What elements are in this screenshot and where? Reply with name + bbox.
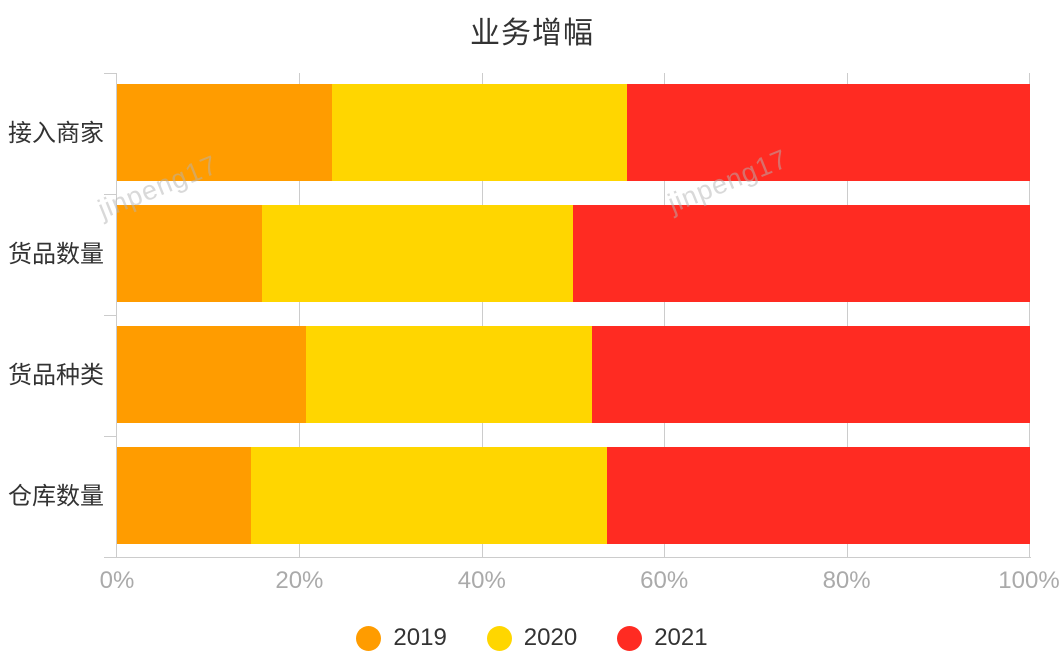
gridline-80 [846,73,848,557]
bar-segment-2019[interactable] [117,205,263,302]
bar-segment-2021[interactable] [607,447,1030,544]
gridline-60 [664,73,666,557]
legend-label: 2019 [393,624,447,651]
x-tick-label-0%: 0% [99,567,135,594]
bar-row-货品种类 [117,326,1030,423]
legend-swatch-icon [486,625,512,651]
legend-item-2021[interactable]: 2021 [617,624,708,652]
bar-segment-2019[interactable] [117,447,252,544]
y-axis-tick [104,194,116,195]
chart-title: 业务增幅 [470,17,594,50]
y-axis-tick [104,436,116,437]
category-label-接入商家: 接入商家 [8,120,104,147]
bar-segment-2020[interactable] [262,205,574,302]
bar-segment-2021[interactable] [573,205,1030,302]
x-tick-label-100%: 100% [998,567,1060,594]
legend-item-2019[interactable]: 2019 [356,624,447,652]
bar-segment-2021[interactable] [627,84,1030,181]
x-tick-label-20%: 20% [275,567,324,594]
gridline-20 [299,73,301,557]
category-label-货品数量: 货品数量 [8,241,104,268]
category-label-货品种类: 货品种类 [8,362,104,389]
bar-segment-2021[interactable] [591,326,1030,423]
legend-label: 2021 [654,624,708,651]
legend-swatch-icon [617,625,643,651]
x-tick-label-40%: 40% [457,567,506,594]
legend-swatch-icon [356,625,382,651]
bar-row-仓库数量 [117,447,1030,544]
legend: 2019 2020 2021 [0,624,1064,652]
bar-row-货品数量 [117,205,1030,302]
bar-segment-2020[interactable] [305,326,592,423]
bar-segment-2019[interactable] [117,84,332,181]
x-tick-label-60%: 60% [640,567,689,594]
gridline-40 [481,73,483,557]
bar-segment-2020[interactable] [251,447,608,544]
y-axis-line [116,73,117,557]
legend-label: 2020 [523,624,578,651]
legend-item-2020[interactable]: 2020 [486,624,578,652]
category-label-仓库数量: 仓库数量 [8,483,104,510]
gridline-100 [1029,73,1030,557]
y-axis-tick [104,557,116,558]
bar-row-接入商家 [117,84,1030,181]
y-axis-tick [104,315,116,316]
x-tick-label-80%: 80% [822,567,871,594]
bar-segment-2020[interactable] [331,84,628,181]
x-axis-line [116,557,1031,558]
bar-segment-2019[interactable] [117,326,306,423]
y-axis-tick [104,73,116,74]
